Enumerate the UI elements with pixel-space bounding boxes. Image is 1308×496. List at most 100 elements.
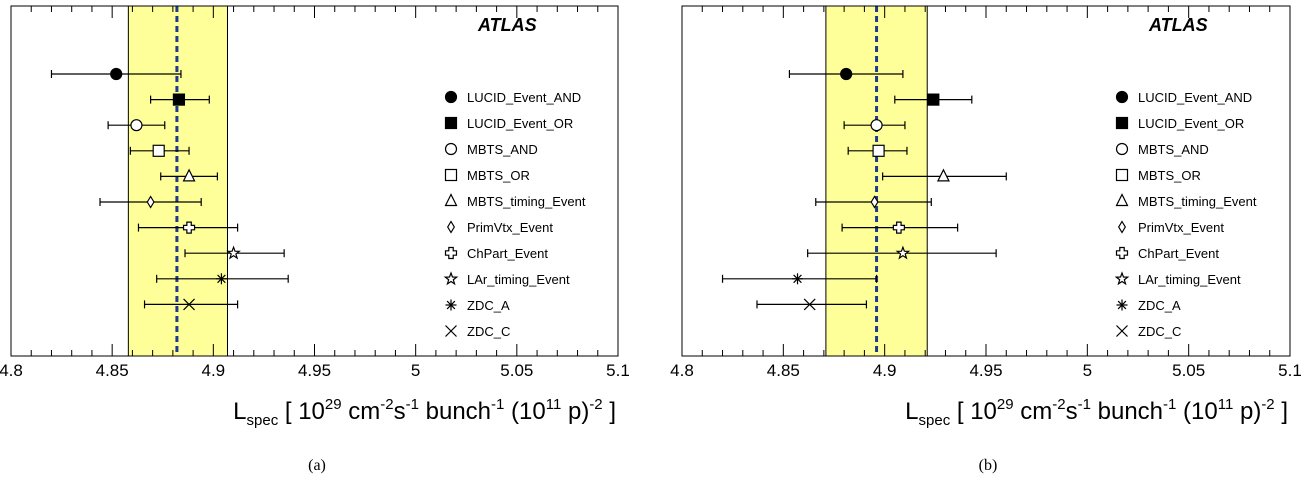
x-tick-label: 4.9 bbox=[202, 361, 226, 380]
x-axis-label-part: (10 bbox=[504, 398, 545, 425]
x-axis-label: Lspec [ 1029 cm-2s-1 bunch-1 (1011 p)-2 … bbox=[905, 396, 1288, 429]
x-axis-label-part: [ 10 bbox=[950, 398, 997, 425]
legend-label: LUCID_Event_OR bbox=[1138, 116, 1244, 131]
x-axis-label-part: [ 10 bbox=[278, 398, 325, 425]
legend-marker bbox=[444, 116, 458, 130]
data-point bbox=[870, 119, 883, 132]
legend-label: MBTS_timing_Event bbox=[1138, 194, 1257, 209]
data-point bbox=[226, 245, 241, 260]
x-stroke bbox=[803, 298, 816, 311]
x-axis-label-part: L bbox=[905, 398, 918, 425]
legend-marker bbox=[1115, 246, 1129, 260]
legend-label: ZDC_A bbox=[1138, 298, 1181, 313]
x-axis-label-part: -2 bbox=[380, 396, 393, 413]
legend-label: ZDC_A bbox=[467, 298, 510, 313]
legend-marker bbox=[444, 142, 458, 156]
x-axis-label-part: -1 bbox=[1078, 396, 1091, 413]
x-axis-label-part: -1 bbox=[491, 396, 504, 413]
data-point bbox=[936, 168, 950, 182]
legend-label: ZDC_C bbox=[467, 324, 510, 339]
x-axis-label-part: -2 bbox=[589, 396, 602, 413]
legend-label: ChPart_Event bbox=[1138, 246, 1219, 261]
data-point bbox=[870, 195, 879, 209]
legend-label: MBTS_timing_Event bbox=[467, 194, 586, 209]
legend-label: ZDC_C bbox=[1138, 324, 1181, 339]
x-tick-label: 4.95 bbox=[298, 361, 331, 380]
x-axis-label-part: cm bbox=[1014, 398, 1053, 425]
legend-label: MBTS_AND bbox=[1138, 142, 1209, 157]
legend-label: MBTS_OR bbox=[467, 168, 530, 183]
legend-marker bbox=[445, 299, 457, 311]
x-axis-label-part: -1 bbox=[1163, 396, 1176, 413]
x-axis-label-part: ] bbox=[1275, 398, 1288, 425]
asterisk-stroke bbox=[217, 274, 226, 284]
x-tick-label: 5.1 bbox=[606, 361, 630, 380]
legend-marker bbox=[444, 168, 458, 182]
legend-marker bbox=[1115, 168, 1129, 182]
x-axis-label-part: (10 bbox=[1176, 398, 1217, 425]
data-point bbox=[872, 144, 885, 157]
legend-label: MBTS_AND bbox=[467, 142, 538, 157]
x-stroke bbox=[1116, 325, 1128, 337]
x-tick-label: 5.05 bbox=[1172, 361, 1205, 380]
legend-label: ChPart_Event bbox=[467, 246, 548, 261]
data-point bbox=[927, 93, 940, 106]
data-point bbox=[146, 195, 155, 209]
x-axis-label-part: 29 bbox=[997, 396, 1014, 413]
x-axis-label-part: p) bbox=[1233, 398, 1261, 425]
legend-marker bbox=[444, 246, 458, 260]
data-point bbox=[892, 221, 905, 234]
x-tick-label: 5 bbox=[411, 361, 420, 380]
x-tick-label: 4.85 bbox=[767, 361, 800, 380]
data-point bbox=[803, 298, 816, 311]
data-point bbox=[110, 67, 123, 81]
legend-marker bbox=[1115, 142, 1129, 156]
data-point bbox=[152, 144, 165, 157]
x-axis-label-part: L bbox=[233, 398, 246, 425]
legend-marker bbox=[1116, 299, 1128, 311]
data-point bbox=[172, 93, 186, 106]
x-axis-label-part: -1 bbox=[406, 396, 419, 413]
x-tick-label: 5 bbox=[1083, 361, 1092, 380]
x-tick-label: 4.85 bbox=[96, 361, 129, 380]
data-point bbox=[895, 245, 911, 260]
x-tick-label: 4.9 bbox=[873, 361, 897, 380]
chart-panel: 4.8 4.85 4.9 4.95 5 5.05 5.1 ATLAS LUCID_Event_A… bbox=[670, 5, 1302, 474]
legend-marker bbox=[445, 325, 457, 337]
legend-marker bbox=[444, 193, 458, 207]
atlas-label: ATLAS bbox=[477, 15, 537, 35]
x-tick-label: 4.8 bbox=[0, 361, 23, 380]
x-stroke bbox=[183, 298, 195, 311]
panel-caption: (a) bbox=[308, 457, 326, 474]
legend-marker bbox=[1114, 271, 1130, 286]
x-axis-label-part: bunch bbox=[419, 398, 491, 425]
asterisk-stroke bbox=[1117, 300, 1127, 310]
legend-label: PrimVtx_Event bbox=[467, 220, 553, 235]
x-axis-label-part: -2 bbox=[1052, 396, 1065, 413]
x-axis-label-part: 11 bbox=[1218, 396, 1234, 413]
x-axis-label-part: -2 bbox=[1261, 396, 1274, 413]
data-point bbox=[130, 119, 143, 132]
legend-marker bbox=[443, 271, 459, 286]
panel-caption: (b) bbox=[979, 457, 998, 474]
x-tick-label: 4.95 bbox=[969, 361, 1002, 380]
x-axis-label-part: spec bbox=[919, 412, 951, 429]
legend-label: PrimVtx_Event bbox=[1138, 220, 1224, 235]
legend-marker bbox=[1115, 116, 1129, 130]
legend-marker bbox=[447, 220, 455, 234]
x-axis-label-part: s bbox=[394, 398, 406, 425]
data-point bbox=[792, 273, 804, 285]
x-tick-label: 4.8 bbox=[670, 361, 694, 380]
data-point bbox=[182, 168, 196, 182]
x-axis-label-part: cm bbox=[342, 398, 381, 425]
legend-label: LAr_timing_Event bbox=[467, 272, 570, 287]
legend-label: LAr_timing_Event bbox=[1138, 272, 1241, 287]
x-stroke bbox=[445, 325, 457, 337]
asterisk-stroke bbox=[793, 274, 802, 284]
legend-label: LUCID_Event_OR bbox=[467, 116, 573, 131]
chart-panel: 4.8 4.85 4.9 4.95 5 5.05 5.1 ATLAS LUCID_Event_A… bbox=[0, 5, 630, 474]
data-point bbox=[215, 273, 227, 285]
x-axis-label-part: s bbox=[1066, 398, 1078, 425]
data-point bbox=[840, 67, 853, 81]
